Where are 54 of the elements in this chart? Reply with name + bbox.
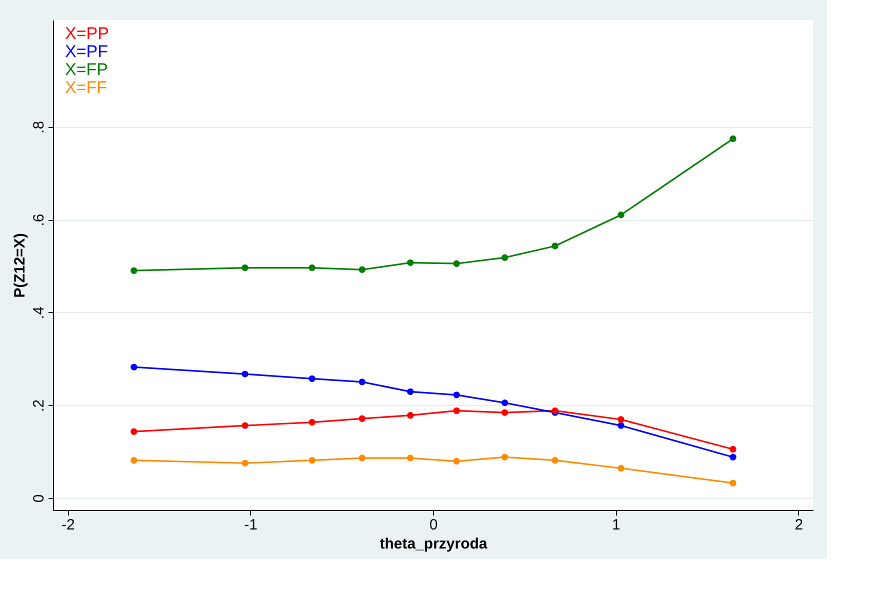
point: [406, 388, 414, 396]
point: [308, 375, 316, 382]
point: [730, 446, 736, 453]
point: [242, 422, 248, 429]
point: [358, 454, 366, 462]
point: [730, 135, 736, 142]
point: [618, 212, 624, 218]
point: [130, 364, 138, 370]
x-tick-label: 2: [794, 516, 804, 534]
point: [242, 370, 248, 378]
y-axis-title: P(Z12=X): [12, 233, 28, 298]
y-tick-label: .2: [30, 399, 48, 412]
y-tick-label: .4: [30, 306, 48, 320]
point: [358, 378, 366, 386]
point: [552, 457, 558, 464]
point: [308, 264, 316, 272]
point: [453, 260, 460, 267]
point: [358, 415, 366, 422]
point: [618, 416, 624, 423]
point: [242, 460, 248, 466]
point: [358, 266, 366, 273]
point: [130, 428, 138, 435]
point: [406, 259, 414, 266]
point: [501, 399, 508, 406]
point: [453, 458, 460, 465]
point: [308, 418, 316, 426]
point: [501, 454, 508, 460]
x-tick-label: -2: [61, 516, 75, 534]
point: [501, 254, 508, 261]
point: [552, 242, 558, 250]
point: [406, 454, 414, 462]
point: [501, 409, 508, 416]
y-tick-label: .6: [30, 214, 48, 226]
point: [453, 407, 460, 414]
x-tick-label: 0: [429, 516, 438, 534]
y-tick-label: .8: [30, 120, 48, 134]
x-tick-label: -1: [244, 516, 258, 534]
text: X=FP: [65, 60, 108, 79]
point: [308, 457, 316, 464]
point: [130, 457, 138, 464]
x-tick-label: 1: [612, 516, 620, 534]
point: [730, 454, 736, 460]
point: [242, 264, 248, 272]
point: [406, 412, 414, 419]
point: [453, 392, 460, 398]
y-tick-label: 0: [30, 494, 48, 503]
text: X=PF: [65, 42, 108, 61]
point: [618, 464, 624, 472]
text: X=FF: [65, 78, 108, 97]
text: X=PP: [65, 24, 109, 43]
point: [130, 267, 138, 274]
point: [618, 422, 624, 429]
x-axis-title: theta_przyroda: [380, 536, 488, 552]
point: [730, 480, 736, 486]
